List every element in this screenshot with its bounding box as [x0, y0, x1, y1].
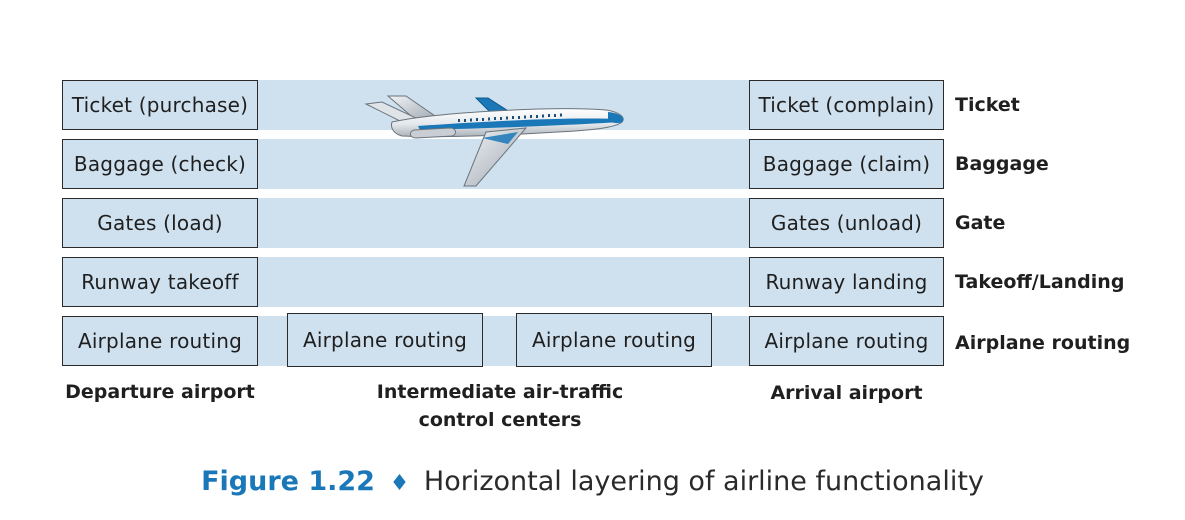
- intermediate-centers-label: Intermediate air-traffic control centers: [340, 378, 660, 434]
- diamond-separator-icon: ♦: [389, 471, 410, 496]
- layer-name-gate: Gate: [955, 212, 1006, 234]
- arrival-gate-box: Gates (unload): [749, 198, 944, 248]
- layer-name-ticket: Ticket: [955, 94, 1020, 116]
- arrival-airport-label: Arrival airport: [770, 382, 923, 404]
- layer-name-airplane-routing: Airplane routing: [955, 332, 1131, 354]
- airplane-icon: [364, 95, 624, 187]
- departure-routing-box: Airplane routing: [62, 316, 258, 366]
- figure-title: Horizontal layering of airline functiona…: [423, 466, 984, 497]
- departure-airport-label: Departure airport: [65, 381, 255, 403]
- departure-ticket-box: Ticket (purchase): [62, 80, 258, 130]
- arrival-ticket-box: Ticket (complain): [749, 80, 944, 130]
- layer-name-takeoff-landing: Takeoff/Landing: [955, 271, 1125, 293]
- figure-caption: Figure 1.22 ♦ Horizontal layering of air…: [0, 466, 1185, 497]
- departure-baggage-box: Baggage (check): [62, 139, 258, 189]
- intermediate-label-line-1: Intermediate air-traffic: [376, 381, 624, 403]
- arrival-baggage-box: Baggage (claim): [749, 139, 944, 189]
- arrival-runway-box: Runway landing: [749, 257, 944, 307]
- departure-runway-box: Runway takeoff: [62, 257, 258, 307]
- intermediate-label-line-2: control centers: [418, 409, 582, 431]
- intermediate-routing-box-2: Airplane routing: [516, 313, 712, 367]
- arrival-routing-box: Airplane routing: [749, 316, 944, 366]
- intermediate-routing-box-1: Airplane routing: [287, 313, 483, 367]
- departure-gate-box: Gates (load): [62, 198, 258, 248]
- layer-name-baggage: Baggage: [955, 153, 1049, 175]
- figure-number: Figure 1.22: [201, 466, 375, 497]
